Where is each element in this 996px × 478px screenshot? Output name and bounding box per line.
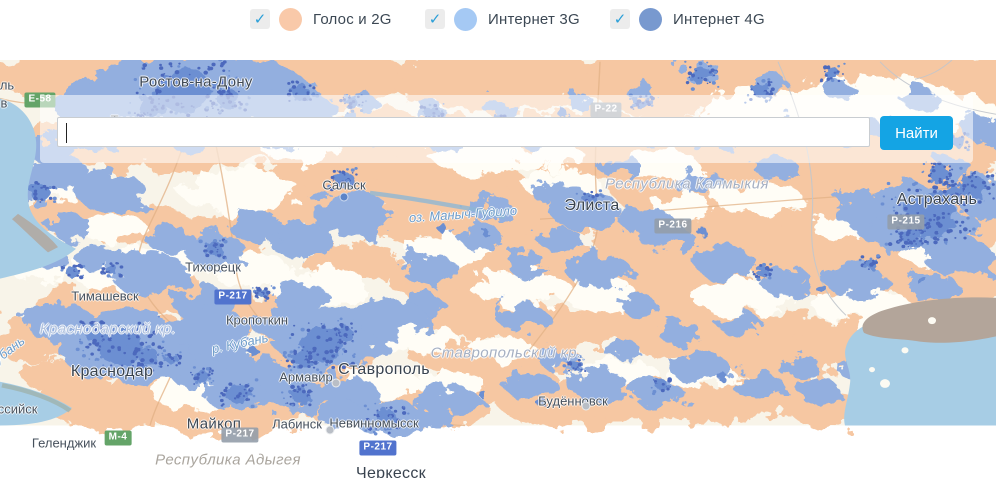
search-input[interactable] — [57, 117, 870, 147]
checkbox-3g[interactable]: ✓ — [425, 9, 445, 29]
legend-label-2g: Голос и 2G — [313, 10, 392, 28]
legend-label-4g: Интернет 4G — [673, 10, 765, 28]
legend-item-4g: ✓ Интернет 4G — [610, 6, 765, 32]
sea-azov — [0, 98, 76, 279]
text-caret — [66, 123, 67, 143]
sea-black — [0, 381, 72, 426]
legend-item-3g: ✓ Интернет 3G — [425, 6, 580, 32]
swatch-4g-icon — [639, 7, 662, 31]
legend-bar: ✓ Голос и 2G ✓ Интернет 3G ✓ Интернет 4G — [0, 0, 996, 60]
swatch-2g-icon — [279, 7, 302, 31]
find-button[interactable]: Найти — [880, 116, 953, 150]
lake-manych — [369, 190, 506, 220]
black-sea-coast — [1, 383, 72, 413]
checkbox-4g[interactable]: ✓ — [610, 9, 630, 29]
legend-item-2g: ✓ Голос и 2G — [250, 6, 392, 32]
swatch-3g-icon — [454, 7, 477, 31]
legend-label-3g: Интернет 3G — [488, 10, 580, 28]
sea-layer — [0, 98, 996, 426]
checkbox-2g[interactable]: ✓ — [250, 9, 270, 29]
azov-spit — [12, 213, 58, 253]
